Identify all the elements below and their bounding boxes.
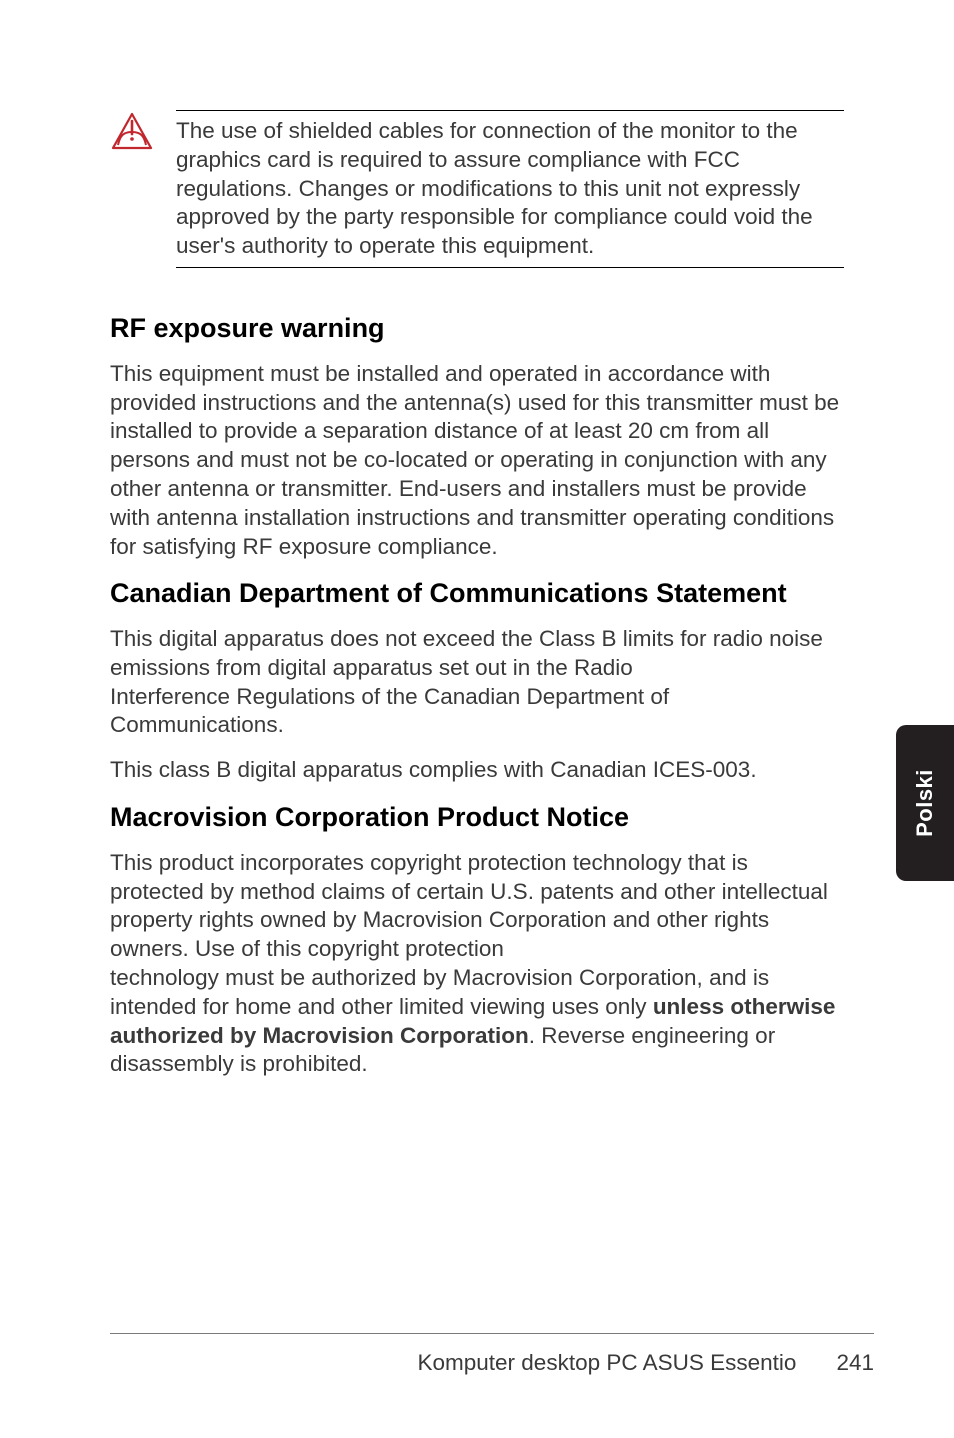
body-macrovision-1: This product incorporates copyright prot… <box>110 849 844 964</box>
page-footer: Komputer desktop PC ASUS Essentio 241 <box>110 1333 874 1376</box>
footer-rule <box>110 1333 874 1334</box>
footer-title: Komputer desktop PC ASUS Essentio <box>418 1350 797 1376</box>
caution-text: The use of shielded cables for connectio… <box>176 117 844 261</box>
caution-note: The use of shielded cables for connectio… <box>110 110 844 268</box>
body-rf-exposure: This equipment must be installed and ope… <box>110 360 844 562</box>
footer-line: Komputer desktop PC ASUS Essentio 241 <box>110 1350 874 1376</box>
heading-rf-exposure: RF exposure warning <box>110 312 844 346</box>
document-page: The use of shielded cables for connectio… <box>0 0 954 1438</box>
caution-text-wrap: The use of shielded cables for connectio… <box>176 110 844 268</box>
heading-macrovision: Macrovision Corporation Product Notice <box>110 801 844 835</box>
footer-page-number: 241 <box>836 1350 874 1376</box>
language-tab: Polski <box>896 725 954 881</box>
heading-canadian: Canadian Department of Communications St… <box>110 577 844 611</box>
body-canadian-1a: This digital apparatus does not exceed t… <box>110 625 844 683</box>
note-rule-top <box>176 110 844 111</box>
language-tab-label: Polski <box>912 769 938 837</box>
body-canadian-2: This class B digital apparatus complies … <box>110 756 844 785</box>
body-macrovision-2: technology must be authorized by Macrovi… <box>110 964 844 1079</box>
body-canadian-1b: Interference Regulations of the Canadian… <box>110 683 844 741</box>
caution-icon <box>110 112 154 157</box>
note-rule-bottom <box>176 267 844 268</box>
